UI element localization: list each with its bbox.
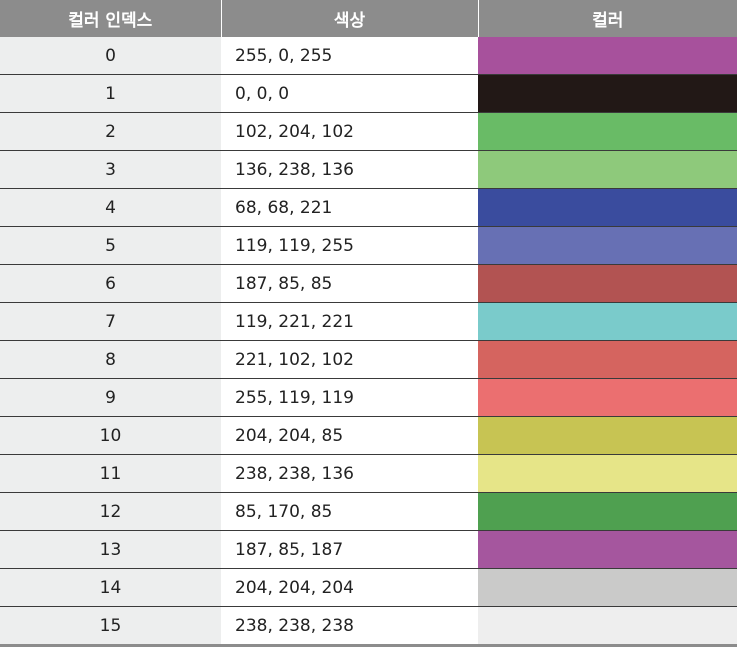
table-row: 13 187, 85, 187 [0, 530, 737, 569]
rgb-value-cell: 119, 119, 255 [221, 226, 478, 265]
color-swatch-cell [478, 568, 737, 607]
color-swatch-cell [478, 340, 737, 379]
rgb-value-cell: 221, 102, 102 [221, 340, 478, 379]
table-header: 컬러 인덱스 색상 컬러 [0, 0, 737, 37]
table-row: 6 187, 85, 85 [0, 264, 737, 303]
color-index-cell: 14 [0, 568, 221, 607]
color-swatch-cell [478, 188, 737, 227]
rgb-value-cell: 187, 85, 187 [221, 530, 478, 569]
color-swatch-cell [478, 37, 737, 75]
table-row: 3 136, 238, 136 [0, 150, 737, 189]
color-swatch-cell [478, 264, 737, 303]
rgb-value-cell: 238, 238, 238 [221, 606, 478, 647]
color-index-cell: 11 [0, 454, 221, 493]
table-row: 8 221, 102, 102 [0, 340, 737, 379]
color-swatch-cell [478, 150, 737, 189]
color-index-cell: 6 [0, 264, 221, 303]
rgb-value-cell: 119, 221, 221 [221, 302, 478, 341]
color-index-cell: 8 [0, 340, 221, 379]
table-row: 2 102, 204, 102 [0, 112, 737, 151]
rgb-value-cell: 0, 0, 0 [221, 74, 478, 113]
rgb-value-cell: 204, 204, 204 [221, 568, 478, 607]
color-swatch-cell [478, 112, 737, 151]
header-color-swatch: 컬러 [478, 0, 737, 37]
color-index-cell: 10 [0, 416, 221, 455]
color-index-cell: 13 [0, 530, 221, 569]
color-index-cell: 3 [0, 150, 221, 189]
table-body: 0 255, 0, 255 1 0, 0, 0 2 102, 204, 102 3 136, … [0, 37, 737, 647]
rgb-value-cell: 136, 238, 136 [221, 150, 478, 189]
table-row: 14 204, 204, 204 [0, 568, 737, 607]
header-color-index: 컬러 인덱스 [0, 0, 222, 37]
color-index-cell: 0 [0, 37, 221, 75]
rgb-value-cell: 187, 85, 85 [221, 264, 478, 303]
rgb-value-cell: 238, 238, 136 [221, 454, 478, 493]
color-index-cell: 12 [0, 492, 221, 531]
color-index-cell: 7 [0, 302, 221, 341]
table-row: 4 68, 68, 221 [0, 188, 737, 227]
table-row: 11 238, 238, 136 [0, 454, 737, 493]
color-swatch-cell [478, 378, 737, 417]
color-swatch-cell [478, 454, 737, 493]
table-row: 15 238, 238, 238 [0, 606, 737, 647]
rgb-value-cell: 255, 119, 119 [221, 378, 478, 417]
rgb-value-cell: 255, 0, 255 [221, 37, 478, 75]
color-index-cell: 15 [0, 606, 221, 647]
color-swatch-cell [478, 492, 737, 531]
header-row: 컬러 인덱스 색상 컬러 [0, 0, 737, 37]
color-swatch-cell [478, 416, 737, 455]
color-index-cell: 5 [0, 226, 221, 265]
rgb-value-cell: 102, 204, 102 [221, 112, 478, 151]
table-row: 7 119, 221, 221 [0, 302, 737, 341]
color-index-cell: 9 [0, 378, 221, 417]
color-index-cell: 1 [0, 74, 221, 113]
table-row: 5 119, 119, 255 [0, 226, 737, 265]
color-index-cell: 2 [0, 112, 221, 151]
table-row: 10 204, 204, 85 [0, 416, 737, 455]
color-index-cell: 4 [0, 188, 221, 227]
header-rgb-value: 색상 [221, 0, 479, 37]
color-swatch-cell [478, 530, 737, 569]
table-row: 12 85, 170, 85 [0, 492, 737, 531]
table-row: 0 255, 0, 255 [0, 37, 737, 75]
rgb-value-cell: 85, 170, 85 [221, 492, 478, 531]
color-swatch-cell [478, 74, 737, 113]
rgb-value-cell: 68, 68, 221 [221, 188, 478, 227]
table-row: 1 0, 0, 0 [0, 74, 737, 113]
color-swatch-cell [478, 226, 737, 265]
color-swatch-cell [478, 606, 737, 647]
color-swatch-cell [478, 302, 737, 341]
rgb-value-cell: 204, 204, 85 [221, 416, 478, 455]
table-row: 9 255, 119, 119 [0, 378, 737, 417]
